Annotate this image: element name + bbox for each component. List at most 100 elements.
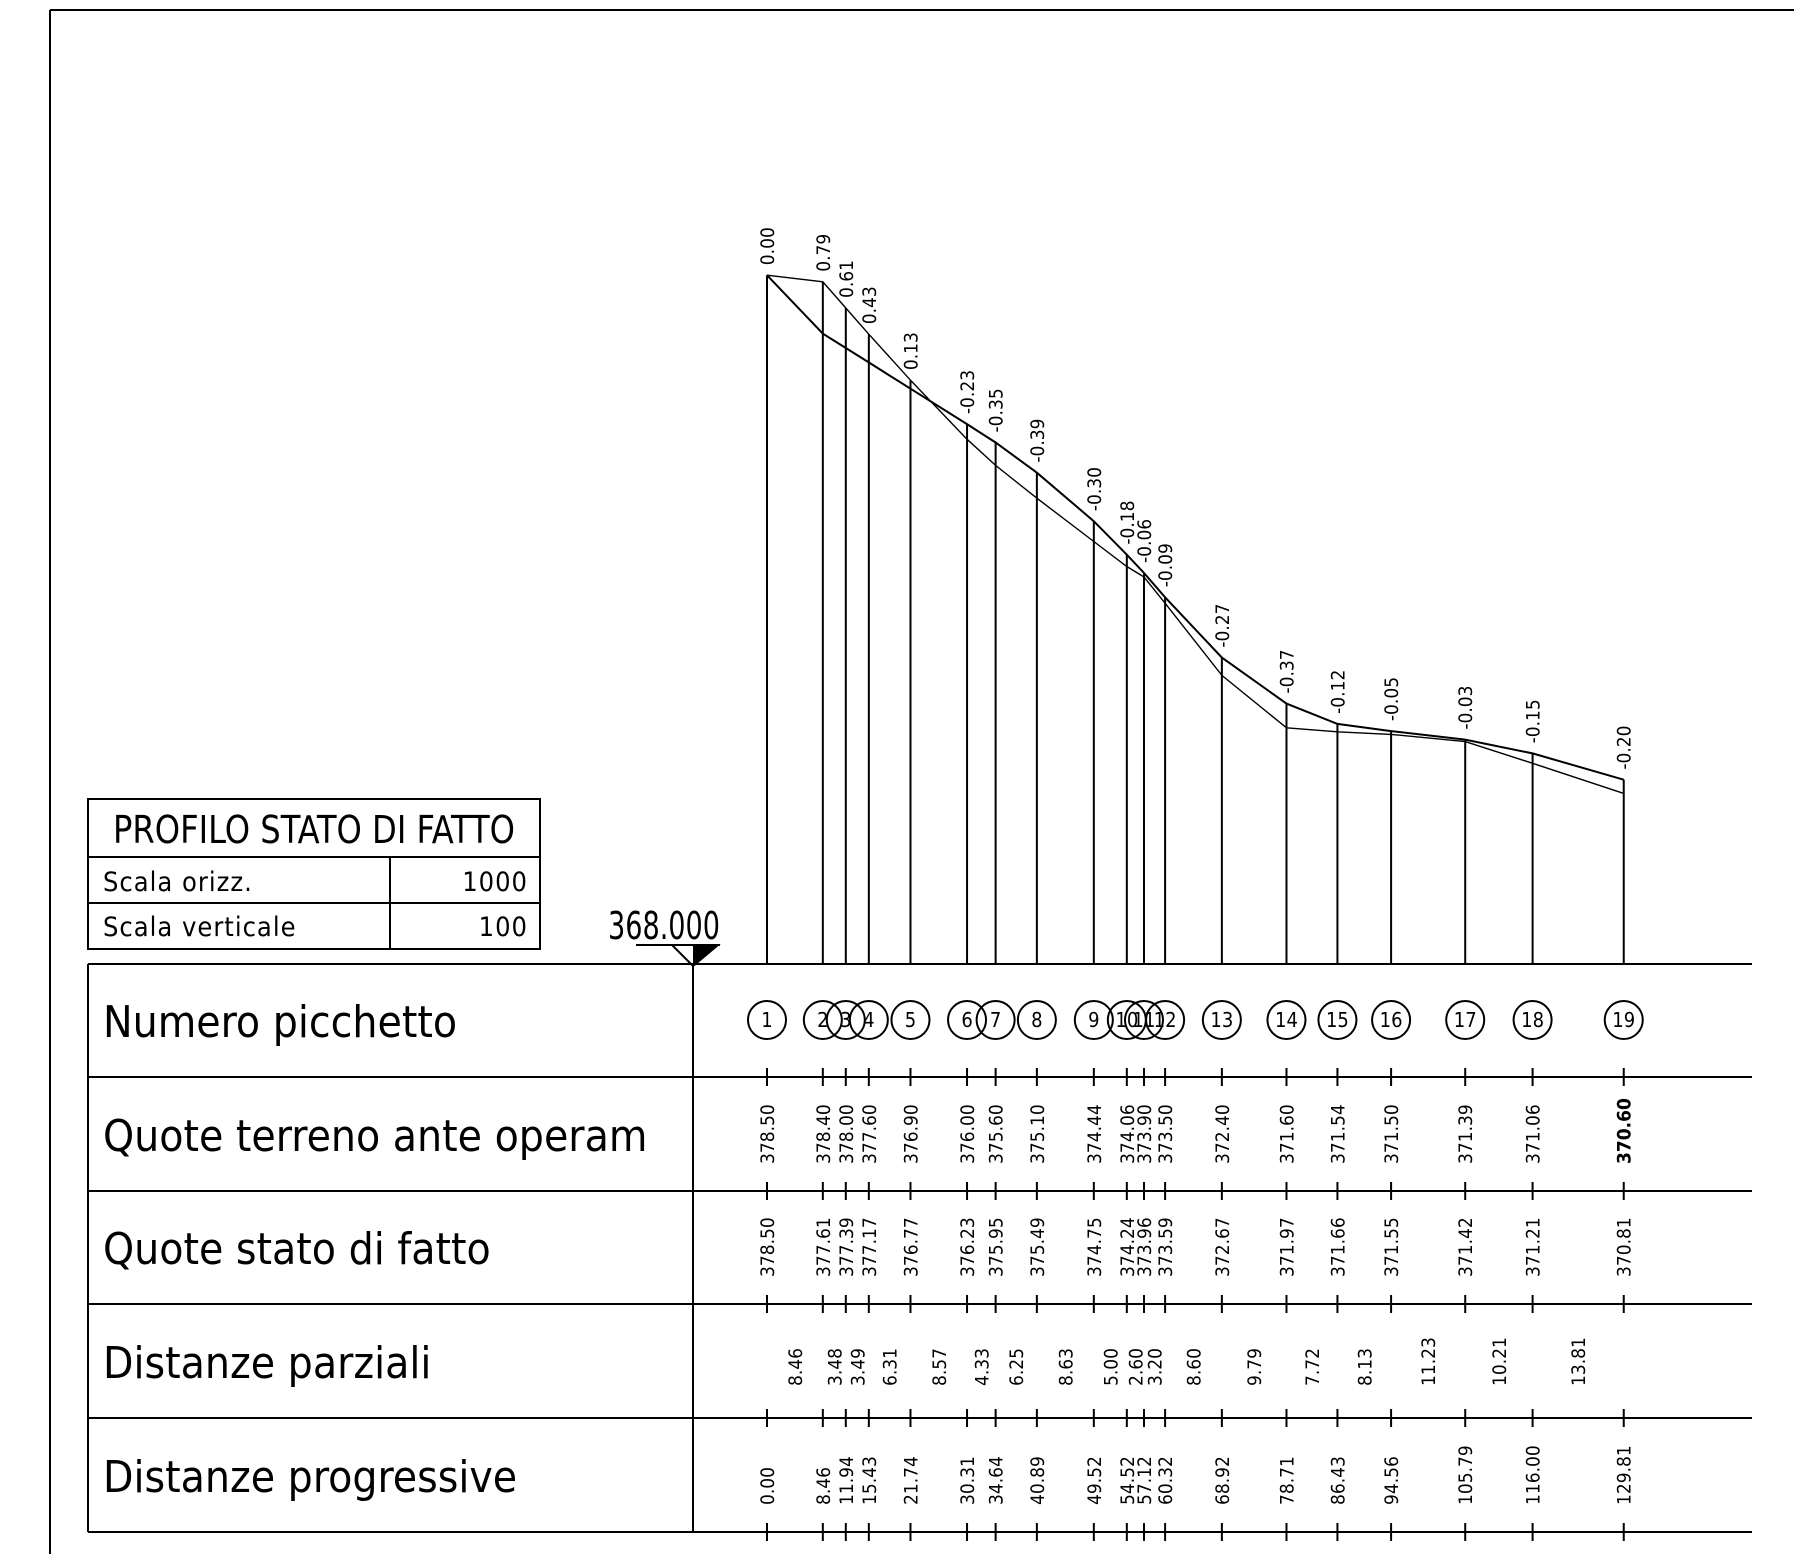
profile-table-grid	[87, 963, 1752, 1533]
partial-distance-value: 5.00	[1100, 1348, 1122, 1386]
station-number: 14	[1275, 1008, 1298, 1032]
title-box: PROFILO STATO DI FATTO Scala orizz. 1000…	[87, 798, 541, 950]
progressive-distance-value: 34.64	[986, 1456, 1008, 1505]
station-number: 17	[1454, 1008, 1477, 1032]
progressive-distance-value: 0.00	[757, 1467, 779, 1505]
difference-label: 0.13	[900, 332, 922, 370]
difference-label: -0.30	[1084, 467, 1106, 511]
row-label-parziali: Distanze parziali	[103, 1338, 431, 1389]
quote-ante-value: 377.60	[859, 1104, 881, 1164]
scale-vertical-value: 100	[479, 912, 528, 943]
progressive-distance-value: 105.79	[1455, 1445, 1477, 1505]
row-label-progressive: Distanze progressive	[103, 1452, 517, 1503]
partial-distance-value: 3.20	[1145, 1348, 1167, 1386]
station-number: 9	[1088, 1008, 1099, 1032]
quote-ante-value: 378.00	[836, 1104, 858, 1164]
quote-ante-value: 370.60	[1614, 1098, 1636, 1164]
quote-ante-value: 375.60	[986, 1104, 1008, 1164]
quote-ante-value: 378.50	[757, 1104, 779, 1164]
partial-distance-value: 8.63	[1055, 1348, 1077, 1386]
row-labels: Numero picchetto Quote terreno ante oper…	[103, 997, 647, 1503]
progressive-distance-value: 57.12	[1134, 1456, 1156, 1505]
station-marker	[1145, 1000, 1186, 1040]
progressive-distance-value: 116.00	[1523, 1445, 1545, 1505]
station-number: 10	[1115, 1008, 1138, 1032]
quote-ante-value: 372.40	[1212, 1104, 1234, 1164]
station-number: 16	[1380, 1008, 1403, 1032]
series-stato-di-fatto-line	[766, 274, 1624, 781]
quote-ante-value: 371.06	[1523, 1104, 1545, 1164]
station-marker	[1317, 1000, 1358, 1040]
difference-label: 0.79	[813, 234, 835, 272]
partial-distance-value: 9.79	[1244, 1348, 1266, 1386]
quote-fatto-value: 372.67	[1212, 1217, 1234, 1277]
row-label-quote-fatto: Quote stato di fatto	[103, 1224, 491, 1275]
quote-ante-value: 373.50	[1155, 1104, 1177, 1164]
difference-label: -0.09	[1155, 543, 1177, 587]
station-number: 18	[1521, 1008, 1544, 1032]
quote-fatto-value: 376.77	[900, 1217, 922, 1277]
progressive-distance-value: 54.52	[1117, 1456, 1139, 1505]
progressive-distance-value: 15.43	[859, 1456, 881, 1505]
difference-label: -0.20	[1614, 725, 1636, 769]
station-marker	[825, 1000, 866, 1040]
quote-fatto-value: 371.21	[1523, 1217, 1545, 1277]
quote-ante-value: 374.06	[1117, 1104, 1139, 1164]
partial-distance-value: 2.60	[1125, 1348, 1147, 1386]
row-label-picchetti: Numero picchetto	[103, 997, 457, 1048]
quote-fatto-value: 374.75	[1084, 1217, 1106, 1277]
difference-label: -0.35	[986, 388, 1008, 432]
title-box-title: PROFILO STATO DI FATTO	[113, 808, 515, 852]
station-number: 11	[1133, 1008, 1156, 1032]
station-number: 13	[1210, 1008, 1233, 1032]
partial-distance-value: 8.60	[1183, 1348, 1205, 1386]
station-number: 15	[1326, 1008, 1349, 1032]
quote-ante-value: 373.90	[1134, 1104, 1156, 1164]
quote-ante-value: 376.90	[900, 1104, 922, 1164]
partial-distance-value: 3.49	[847, 1348, 869, 1386]
station-number: 6	[961, 1008, 972, 1032]
scale-vertical-label: Scala verticale	[103, 912, 297, 943]
station-marker	[1123, 1000, 1164, 1040]
difference-label: -0.15	[1523, 699, 1545, 743]
progressive-distance-value: 21.74	[900, 1456, 922, 1505]
datum-marker: 368.000	[608, 904, 721, 968]
difference-label: -0.03	[1455, 685, 1477, 729]
station-marker	[1201, 1000, 1242, 1040]
progressive-distance-value: 78.71	[1276, 1456, 1298, 1505]
station-marker	[1016, 1000, 1057, 1040]
partial-distance-value: 13.81	[1568, 1337, 1590, 1386]
partial-distance-value: 11.23	[1418, 1337, 1440, 1386]
progressive-distance-value: 49.52	[1084, 1456, 1106, 1505]
station-number: 2	[817, 1008, 828, 1032]
progressive-distance-value: 94.56	[1381, 1456, 1403, 1505]
quote-ante-value: 376.00	[957, 1104, 979, 1164]
quote-fatto-value: 373.96	[1134, 1217, 1156, 1277]
station-marker	[975, 1000, 1016, 1040]
station-marker	[747, 1000, 787, 1040]
progressive-distance-value: 30.31	[957, 1456, 979, 1505]
quote-ante-value: 378.40	[813, 1104, 835, 1164]
station-number: 1	[761, 1008, 772, 1032]
progressive-distance-value: 40.89	[1027, 1456, 1049, 1505]
progressive-distance-value: 129.81	[1614, 1445, 1636, 1505]
partial-distance-value: 10.21	[1489, 1337, 1511, 1386]
quote-ante-value: 374.44	[1084, 1104, 1106, 1164]
scale-horizontal-value: 1000	[462, 867, 528, 898]
station-marker	[1073, 1000, 1114, 1040]
quote-fatto-value: 375.49	[1027, 1217, 1049, 1277]
quote-ante-value: 371.60	[1276, 1104, 1298, 1164]
series-ante-operam-line	[766, 274, 1624, 795]
quote-fatto-value: 373.59	[1155, 1217, 1177, 1277]
difference-label: -0.37	[1276, 649, 1298, 693]
scale-horizontal-label: Scala orizz.	[103, 867, 253, 898]
station-marker	[1371, 1000, 1412, 1040]
partial-distance-value: 8.57	[929, 1348, 951, 1386]
quote-fatto-value: 370.81	[1614, 1217, 1636, 1277]
station-number: 4	[863, 1008, 874, 1032]
difference-label: -0.12	[1327, 670, 1349, 714]
quote-ante-value: 371.50	[1381, 1104, 1403, 1164]
station-number: 12	[1154, 1008, 1177, 1032]
difference-label: -0.39	[1027, 418, 1049, 462]
